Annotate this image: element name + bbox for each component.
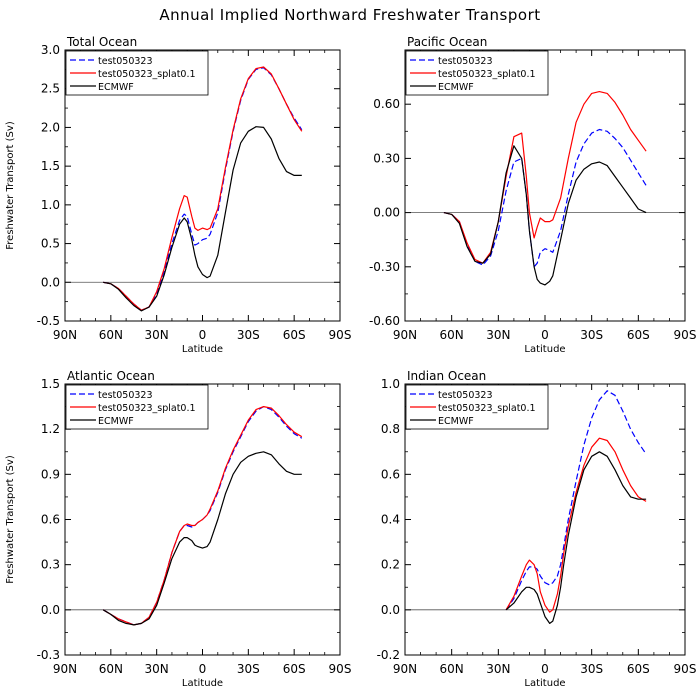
y-tick-label: -0.60 xyxy=(369,314,400,328)
y-tick-label: -0.5 xyxy=(37,314,60,328)
chart-panel-3: 90N 60N 30N 0 30S 60S 90S -0.3 0.0 0.3 0.6 0.9 1.2 1.… xyxy=(5,369,351,689)
x-tick-label: 90N xyxy=(393,328,417,342)
x-tick-label: 60S xyxy=(627,662,650,676)
x-tick-label: 90N xyxy=(53,328,77,342)
legend-label: test050323_splat0.1 xyxy=(438,403,536,414)
y-tick-label: 3.0 xyxy=(41,43,60,57)
series-line-test050323 xyxy=(505,390,647,611)
panel-title: Indian Ocean xyxy=(407,369,486,383)
y-tick-label: 0.60 xyxy=(373,97,400,111)
x-tick-label: 90N xyxy=(53,662,77,676)
x-axis-label: Latitude xyxy=(524,344,565,355)
x-tick-label: 0 xyxy=(199,328,207,342)
chart-panel-1: 90N 60N 30N 0 30S 60S 90S -0.5 0.0 0.5 1.0 1.5 2.0 2.… xyxy=(5,35,351,355)
y-tick-label: 1.0 xyxy=(41,198,60,212)
y-tick-label: 0.00 xyxy=(373,206,400,220)
x-tick-label: 30N xyxy=(486,328,510,342)
x-tick-label: 90S xyxy=(329,662,352,676)
y-tick-label: 0.0 xyxy=(381,603,400,617)
x-tick-label: 0 xyxy=(199,662,207,676)
x-axis-label: Latitude xyxy=(524,678,565,689)
legend-label: test050323 xyxy=(98,390,153,401)
x-axis-label: Latitude xyxy=(182,678,223,689)
x-tick-label: 30S xyxy=(580,328,603,342)
x-tick-label: 0 xyxy=(541,328,549,342)
x-tick-label: 30S xyxy=(580,662,603,676)
y-tick-label: 1.0 xyxy=(381,377,400,391)
y-axis-label: Freshwater Transport (Sv) xyxy=(5,455,16,584)
series-line-test050323_splat0.1 xyxy=(505,437,647,613)
y-tick-label: 1.2 xyxy=(41,422,60,436)
y-tick-label: 0.5 xyxy=(41,237,60,251)
y-tick-label: 0.0 xyxy=(41,603,60,617)
chart-panel-2: 90N 60N 30N 0 30S 60S 90S -0.60 -0.30 0.00 0.30 0.6… xyxy=(369,35,697,355)
y-tick-label: 1.5 xyxy=(41,377,60,391)
x-tick-label: 30S xyxy=(237,662,260,676)
x-tick-label: 0 xyxy=(541,662,549,676)
x-tick-label: 60S xyxy=(283,328,306,342)
y-tick-label: 0.2 xyxy=(381,558,400,572)
charts: 90N 60N 30N 0 30S 60S 90S -0.5 0.0 0.5 1.0 1.5 2.0 2.… xyxy=(5,35,696,689)
y-tick-label: 0.9 xyxy=(41,467,60,481)
y-tick-label: 1.5 xyxy=(41,159,60,173)
y-tick-label: 2.5 xyxy=(41,82,60,96)
y-tick-label: -0.3 xyxy=(37,648,60,662)
series-line-ECMWF xyxy=(505,451,647,625)
legend-label: ECMWF xyxy=(98,416,134,427)
panel-title: Total Ocean xyxy=(66,35,137,49)
x-tick-label: 60N xyxy=(440,328,464,342)
legend-label: test050323_splat0.1 xyxy=(98,403,196,414)
y-tick-label: 0.8 xyxy=(381,422,400,436)
y-tick-label: 0.4 xyxy=(381,513,400,527)
x-tick-label: 30N xyxy=(145,662,169,676)
x-tick-label: 60S xyxy=(627,328,650,342)
panel-title: Pacific Ocean xyxy=(407,35,487,49)
x-tick-label: 90S xyxy=(329,328,352,342)
chart-panel-4: 90N 60N 30N 0 30S 60S 90S -0.2 0.0 0.2 0.4 0.6 0.8 1.… xyxy=(377,369,697,689)
legend-label: ECMWF xyxy=(438,416,474,427)
y-tick-label: -0.30 xyxy=(369,260,400,274)
series-line-test050323 xyxy=(443,128,647,268)
x-tick-label: 30N xyxy=(145,328,169,342)
x-tick-label: 60S xyxy=(283,662,306,676)
series-line-ECMWF xyxy=(443,145,647,286)
legend-label: test050323 xyxy=(98,56,153,67)
series-line-ECMWF xyxy=(103,126,302,312)
legend-label: test050323 xyxy=(438,390,493,401)
x-tick-label: 90S xyxy=(674,662,697,676)
figure-title: Annual Implied Northward Freshwater Tran… xyxy=(159,6,540,24)
legend-label: test050323 xyxy=(438,56,493,67)
y-tick-label: 0.0 xyxy=(41,275,60,289)
x-tick-label: 90N xyxy=(393,662,417,676)
series-line-test050323 xyxy=(102,406,303,626)
x-axis-label: Latitude xyxy=(182,344,223,355)
x-tick-label: 60N xyxy=(99,328,123,342)
y-tick-label: 0.30 xyxy=(373,151,400,165)
x-tick-label: 30S xyxy=(237,328,260,342)
y-tick-label: -0.2 xyxy=(377,648,400,662)
y-tick-label: 0.6 xyxy=(41,513,60,527)
y-tick-label: 0.6 xyxy=(381,467,400,481)
x-tick-label: 90S xyxy=(674,328,697,342)
series-line-test050323_splat0.1 xyxy=(102,406,303,626)
panel-title: Atlantic Ocean xyxy=(67,369,155,383)
series-line-ECMWF xyxy=(102,451,302,626)
x-tick-label: 30N xyxy=(486,662,510,676)
x-tick-label: 60N xyxy=(99,662,123,676)
legend-label: ECMWF xyxy=(98,82,134,93)
y-axis-label: Freshwater Transport (Sv) xyxy=(5,121,16,250)
legend-label: ECMWF xyxy=(438,82,474,93)
legend-label: test050323_splat0.1 xyxy=(438,69,536,80)
legend-label: test050323_splat0.1 xyxy=(98,69,196,80)
y-tick-label: 0.3 xyxy=(41,558,60,572)
x-tick-label: 60N xyxy=(440,662,464,676)
y-tick-label: 2.0 xyxy=(41,120,60,134)
